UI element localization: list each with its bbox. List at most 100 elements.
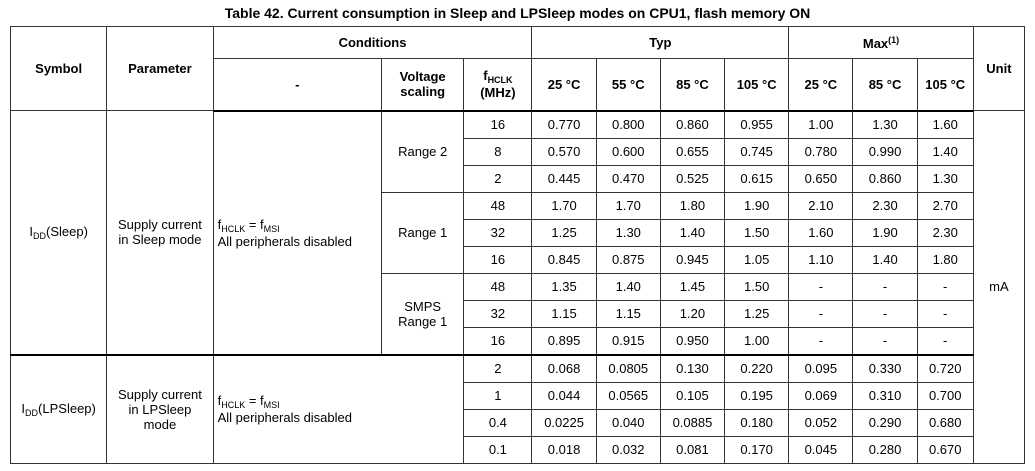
max-value-cell: - <box>788 299 854 328</box>
header-typ-temp: 55 °C <box>595 58 661 112</box>
max-value-cell: 1.30 <box>916 164 974 193</box>
lpsleep-cond-eq: = f <box>245 393 264 408</box>
typ-value-cell: 1.40 <box>595 272 661 301</box>
freq-cell: 0.1 <box>463 435 533 464</box>
max-value-cell: 2.30 <box>916 218 974 247</box>
freq-cell: 16 <box>463 110 533 139</box>
typ-value-cell: 0.0565 <box>595 381 661 410</box>
typ-value-cell: 0.600 <box>595 137 661 166</box>
lpsleep-parameter-line: Supply current <box>118 386 202 402</box>
max-value-cell: 0.045 <box>788 435 854 464</box>
freq-cell: 32 <box>463 299 533 328</box>
table-row: 0.4 0.0225 0.040 0.0885 0.180 0.052 0.290 0.680 <box>11 408 1025 437</box>
header-max-footnote: (1) <box>888 34 900 45</box>
voltage-scaling-line1: Range 1 <box>398 225 448 240</box>
max-value-cell: 1.30 <box>852 110 918 139</box>
table-row: 16 0.845 0.875 0.945 1.05 1.10 1.40 1.80 <box>11 245 1025 274</box>
sleep-symbol-main: I <box>29 223 33 239</box>
lpsleep-symbol-suffix: (LPSleep) <box>38 400 96 416</box>
voltage-scaling-cell: SMPS Range 1 <box>381 272 465 355</box>
typ-value-cell: 1.80 <box>659 191 726 220</box>
typ-value-cell: 1.15 <box>531 299 597 328</box>
header-voltage-scaling: Voltage scaling <box>381 58 465 112</box>
sleep-cond-eq: = f <box>245 216 264 232</box>
table-row: 0.1 0.018 0.032 0.081 0.170 0.045 0.280 0.670 <box>11 435 1025 464</box>
table-row: 32 1.15 1.15 1.20 1.25- - - <box>11 299 1025 328</box>
max-value-cell: 0.052 <box>788 408 854 437</box>
header-voltage-line1: Voltage <box>399 69 446 85</box>
table-row: 2 0.445 0.470 0.525 0.615 0.650 0.860 1.30 <box>11 164 1025 193</box>
freq-cell: 8 <box>463 137 533 166</box>
header-conditions: Conditions <box>212 26 533 59</box>
typ-value-cell: 1.30 <box>595 218 661 247</box>
typ-value-cell: 0.875 <box>595 245 661 274</box>
lpsleep-parameter-line: mode <box>143 416 177 432</box>
header-fhclk-sub: HCLK <box>487 75 513 86</box>
typ-value-cell: 0.018 <box>531 435 597 464</box>
table-row: 16 0.895 0.915 0.950 1.00- - - <box>11 326 1025 355</box>
header-typ-temp: 25 °C <box>531 58 597 112</box>
current-consumption-table: Symbol Parameter Conditions Typ Max(1) U… <box>9 26 1026 464</box>
lpsleep-cond-sub-hclk: HCLK <box>221 400 246 410</box>
max-value-cell: 1.10 <box>788 245 854 274</box>
sleep-parameter-line: in Sleep mode <box>118 232 202 248</box>
max-value-cell: 0.670 <box>916 435 974 464</box>
max-value-cell: - <box>916 272 974 301</box>
max-value-cell: - <box>788 272 854 301</box>
typ-value-cell: 0.525 <box>659 164 726 193</box>
max-value-cell: 0.290 <box>852 408 918 437</box>
freq-cell: 32 <box>463 218 533 247</box>
typ-value-cell: 0.081 <box>659 435 726 464</box>
max-value-cell: - <box>852 326 918 355</box>
lpsleep-conditions-cell: fHCLK = fMSI All peripherals disabled <box>212 353 465 464</box>
typ-value-cell: 0.040 <box>595 408 661 437</box>
max-value-cell: 0.095 <box>788 353 854 383</box>
voltage-scaling-line2: Range 1 <box>398 313 448 329</box>
typ-value-cell: 0.0805 <box>595 353 661 383</box>
header-fhclk-unit: (MHz) <box>480 85 516 101</box>
typ-value-cell: 1.35 <box>531 272 597 301</box>
max-value-cell: 0.650 <box>788 164 854 193</box>
header-typ-temp: 105 °C <box>724 58 790 112</box>
typ-value-cell: 0.800 <box>595 110 661 139</box>
lpsleep-symbol-sub: DD <box>25 407 39 418</box>
table-row: 32 1.25 1.30 1.40 1.50 1.60 1.90 2.30 <box>11 218 1025 247</box>
header-max-label: Max <box>862 35 889 51</box>
typ-value-cell: 1.40 <box>659 218 726 247</box>
sleep-conditions-cell: fHCLK = fMSI All peripherals disabled <box>212 110 383 355</box>
typ-value-cell: 1.45 <box>659 272 726 301</box>
typ-value-cell: 1.50 <box>724 272 790 301</box>
max-value-cell: - <box>852 299 918 328</box>
typ-value-cell: 1.70 <box>595 191 661 220</box>
lpsleep-symbol-cell: IDD(LPSleep) <box>9 353 108 464</box>
lpsleep-parameter-line: in LPSleep <box>128 401 192 417</box>
max-value-cell: 1.80 <box>916 245 974 274</box>
freq-cell: 0.4 <box>463 408 533 437</box>
typ-value-cell: 0.032 <box>595 435 661 464</box>
typ-value-cell: 0.170 <box>724 435 790 464</box>
max-value-cell: 0.310 <box>852 381 918 410</box>
typ-value-cell: 0.105 <box>659 381 726 410</box>
max-value-cell: - <box>852 272 918 301</box>
max-value-cell: - <box>916 326 974 355</box>
lpsleep-cond-f: f <box>217 393 222 408</box>
lpsleep-cond-line2: All peripherals disabled <box>217 410 352 425</box>
typ-value-cell: 1.05 <box>724 245 790 274</box>
typ-value-cell: 0.945 <box>659 245 726 274</box>
max-value-cell: 0.280 <box>852 435 918 464</box>
typ-value-cell: 1.50 <box>724 218 790 247</box>
typ-value-cell: 0.570 <box>531 137 597 166</box>
typ-value-cell: 0.445 <box>531 164 597 193</box>
max-value-cell: 1.40 <box>916 137 974 166</box>
max-value-cell: 0.990 <box>852 137 918 166</box>
max-value-cell: 1.90 <box>852 218 918 247</box>
max-value-cell: - <box>788 326 854 355</box>
typ-value-cell: 0.860 <box>659 110 726 139</box>
max-value-cell: 2.30 <box>852 191 918 220</box>
table-row: SMPS Range 1 48 1.35 1.40 1.45 1.50- - - <box>11 272 1025 355</box>
header-max-temp: 25 °C <box>788 58 854 112</box>
typ-value-cell: 0.130 <box>659 353 726 383</box>
typ-value-cell: 0.950 <box>659 326 726 355</box>
max-value-cell: 1.40 <box>852 245 918 274</box>
header-symbol: Symbol <box>9 26 108 111</box>
